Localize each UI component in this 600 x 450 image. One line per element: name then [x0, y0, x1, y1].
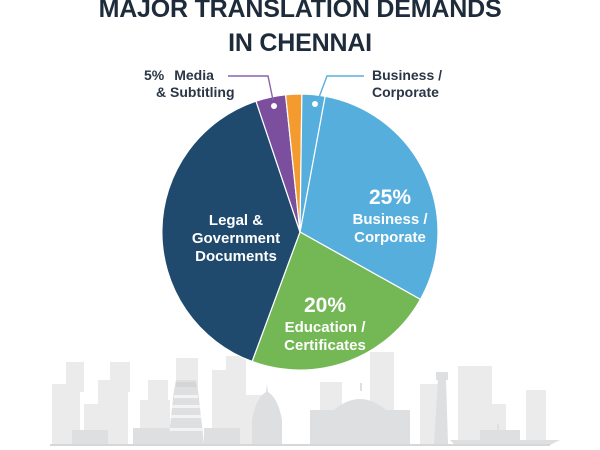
education-label-pct: 20%	[303, 294, 347, 317]
business-label-line2: Corporate	[354, 229, 426, 246]
legal-label-line1: Legal &	[208, 212, 264, 229]
media-callout-pct: 5%	[144, 67, 165, 83]
business-label-line1: Business /	[352, 211, 428, 228]
business-slice-label: 25% Business / Corporate	[345, 185, 435, 247]
media-callout-line2: & Subtitling	[156, 84, 235, 100]
legal-slice-label: Legal & Government Documents	[180, 212, 292, 266]
education-slice-label: 20% Education / Certificates	[270, 293, 380, 355]
legal-label-line2: Government	[191, 230, 281, 247]
business-callout-line1: Business /	[372, 67, 443, 83]
education-label-line2: Certificates	[284, 337, 366, 354]
education-label-line1: Education /	[284, 319, 366, 336]
business-callout: Business / Corporate	[372, 67, 442, 101]
legal-label-line3: Documents	[195, 248, 277, 265]
media-callout-line1: Media	[174, 67, 214, 83]
media-callout-leader	[228, 75, 274, 101]
pie-chart	[161, 93, 439, 371]
business-label-pct: 25%	[368, 186, 412, 209]
business-callout-dot	[312, 101, 318, 107]
chart-title-line1: MAJOR TRANSLATION DEMANDS	[98, 0, 502, 23]
chart-title: MAJOR TRANSLATION DEMANDS IN CHENNAI	[0, 0, 600, 60]
slice-business-corporate[interactable]	[299, 95, 439, 300]
business-callout-leader	[317, 75, 364, 101]
chart-title-line2: IN CHENNAI	[228, 29, 372, 57]
media-callout: 5% Media & Subtitling	[144, 67, 235, 101]
skyline-foreground	[50, 372, 560, 446]
slice-education-certificates[interactable]	[251, 231, 421, 371]
slice-business-sliver[interactable]	[299, 93, 326, 233]
business-callout-line2: Corporate	[372, 84, 439, 100]
media-callout-dot	[271, 103, 277, 109]
slice-legal-government[interactable]	[161, 100, 301, 363]
